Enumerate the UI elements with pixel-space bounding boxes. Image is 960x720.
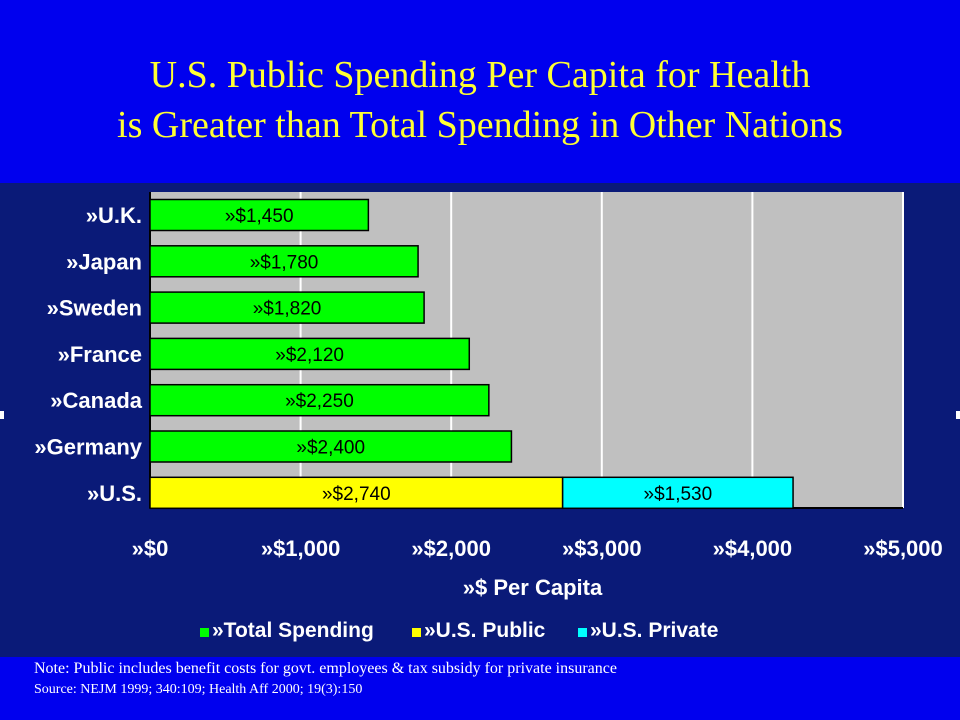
bar-value-label: »$1,530: [644, 484, 713, 505]
category-label: »France: [58, 342, 142, 367]
category-label: »U.S.: [87, 481, 142, 506]
legend-label: »U.S. Public: [424, 619, 546, 642]
x-tick-label: »$5,000: [863, 536, 943, 561]
bar: [149, 198, 370, 232]
bar-value-label: »$1,820: [253, 299, 322, 320]
title-line-1: U.S. Public Spending Per Capita for Heal…: [149, 54, 811, 96]
bar: [149, 291, 425, 324]
category-label: »U.K.: [86, 203, 142, 228]
x-tick-label: »$1,000: [261, 536, 341, 561]
x-tick-label: »$3,000: [562, 536, 642, 561]
x-tick-label: »$0: [132, 536, 169, 561]
bar: [149, 337, 471, 371]
note-text: Note: Public includes benefit costs for …: [34, 660, 617, 677]
x-tick-label: »$4,000: [713, 536, 793, 561]
legend-swatch: [200, 628, 209, 637]
title-line-2: is Greater than Total Spending in Other …: [117, 104, 843, 146]
x-tick-label: »$2,000: [411, 536, 491, 561]
legend-label: »U.S. Private: [590, 619, 718, 642]
right-edge-marker: [956, 411, 960, 419]
legend-swatch: [412, 628, 421, 637]
bar-value-label: »$2,740: [322, 484, 391, 505]
bar-value-label: »$2,400: [296, 438, 365, 459]
bar-value-label: »$1,450: [225, 206, 294, 227]
legend-swatch: [578, 628, 587, 637]
bar: [149, 430, 513, 463]
bar: [561, 476, 794, 510]
bar-value-label: »$2,250: [285, 391, 354, 412]
bar-value-label: »$2,120: [275, 345, 344, 366]
x-axis-title: »$ Per Capita: [463, 575, 603, 600]
bar: [149, 245, 419, 278]
source-text: Source: NEJM 1999; 340:109; Health Aff 2…: [34, 682, 363, 697]
footnotes: Note: Public includes benefit costs for …: [34, 658, 617, 700]
bar-value-label: »$1,780: [250, 252, 319, 273]
category-label: »Canada: [50, 388, 142, 413]
slide-title: U.S. Public Spending Per Capita for Heal…: [0, 50, 960, 150]
bar: [149, 476, 564, 510]
category-label: »Japan: [66, 249, 142, 274]
bar: [149, 383, 490, 417]
legend-label: »Total Spending: [212, 619, 374, 642]
category-label: »Sweden: [47, 296, 142, 321]
category-label: »Germany: [34, 435, 142, 460]
left-edge-marker: [0, 411, 4, 419]
